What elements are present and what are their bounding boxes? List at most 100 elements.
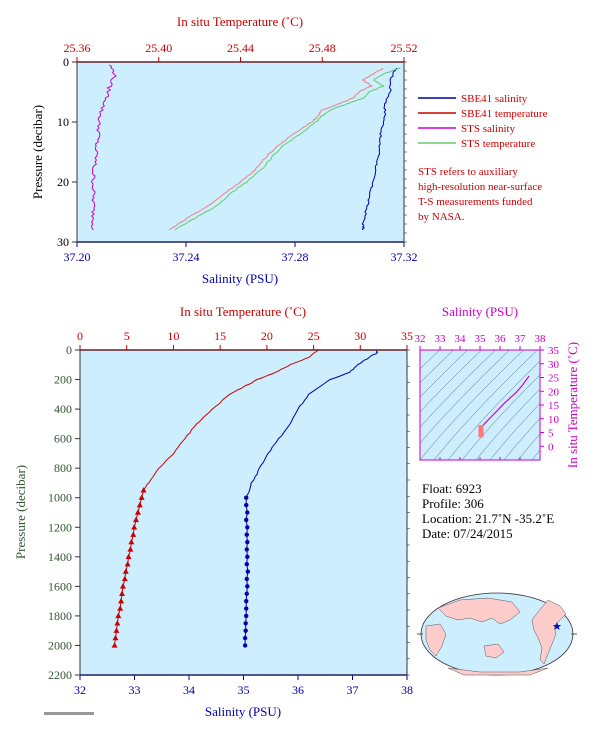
- ts-density-contour: [433, 350, 538, 460]
- main-top-tick-label: 25: [308, 329, 320, 343]
- main-left-tick-label: 2200: [48, 668, 72, 682]
- ts-density-contour: [503, 417, 540, 460]
- top-temperature-title: In situ Temperature (˚C): [177, 14, 303, 29]
- main-salinity-marker: [244, 517, 249, 523]
- legend-label-sbe41-temperature: SBE41 temperature: [461, 108, 548, 120]
- main-left-tick-label: 0: [66, 343, 72, 357]
- location: Location: 21.7˚N -35.2˚E: [422, 511, 554, 526]
- ts-plot-frame: [419, 349, 541, 461]
- main-bottom-tick-label: 36: [292, 683, 304, 697]
- top-top-tick-label: 25.48: [309, 41, 336, 55]
- top-bottom-tick-label: 37.32: [391, 250, 418, 264]
- main-temperature-marker: [130, 531, 137, 537]
- legend-label-sts-salinity: STS salinity: [461, 123, 516, 135]
- ts-salinity-tick-label: 32: [415, 333, 426, 345]
- top-legend: SBE41 salinity SBE41 temperature STS sal…: [418, 93, 548, 150]
- ts-deep-point: [478, 427, 484, 432]
- legend-label-sbe41-salinity: SBE41 salinity: [461, 93, 528, 105]
- main-temperature-marker: [113, 627, 120, 633]
- sts-note-line-2: high-resolution near-surface: [418, 181, 542, 193]
- main-temperature-marker: [140, 487, 147, 493]
- ts-density-contour: [420, 350, 496, 428]
- footer-mark: [44, 712, 94, 715]
- main-temperature-marker: [119, 583, 126, 589]
- top-top-tick-label: 25.40: [145, 41, 172, 55]
- main-temperature-title: In situ Temperature (˚C): [180, 304, 306, 319]
- top-top-tick-label: 25.52: [391, 41, 418, 55]
- ts-salinity-tick-label: 33: [435, 333, 447, 345]
- main-salinity-marker: [244, 606, 249, 611]
- ts-series-group: [478, 375, 530, 438]
- top-series-sbe41-salinity: [361, 67, 398, 231]
- main-temperature-marker: [138, 494, 145, 500]
- main-plot-frame: [79, 349, 408, 676]
- main-left-tick-label: 1800: [48, 609, 72, 623]
- main-temperature-marker: [122, 568, 129, 574]
- top-top-tick-label: 25.36: [64, 41, 91, 55]
- main-temperature-marker: [127, 546, 134, 552]
- ts-temperature-tick-label: 10: [548, 414, 560, 426]
- main-left-tick-label: 400: [54, 402, 72, 416]
- main-series-temperature-markers-line: [114, 490, 144, 646]
- ts-salinity-tick-label: 34: [455, 333, 467, 345]
- main-series-group: [111, 349, 379, 648]
- top-series-sbe41-temperature: [168, 67, 384, 231]
- main-pressure-title: Pressure (decibar): [13, 465, 28, 559]
- ts-density-contour: [517, 433, 540, 460]
- main-temperature-marker: [134, 509, 141, 515]
- top-temperature-axis: 25.36 25.40 25.44 25.48 25.52: [64, 41, 418, 63]
- main-bottom-tick-label: 35: [238, 683, 250, 697]
- map-land-americas: [531, 599, 567, 665]
- main-left-tick-label: 1400: [48, 550, 72, 564]
- main-left-tick-label: 600: [54, 432, 72, 446]
- main-temperature-marker: [118, 597, 125, 604]
- main-salinity-marker: [242, 643, 248, 648]
- ts-temperature-tick-label: 30: [548, 359, 560, 371]
- top-series-sts-salinity: [90, 64, 117, 231]
- ts-density-contour: [420, 350, 510, 444]
- ts-density-contour: [489, 403, 540, 460]
- main-temperature-marker: [115, 612, 122, 619]
- main-top-tick-label: 15: [214, 329, 226, 343]
- ts-deep-point: [478, 433, 484, 438]
- float-id: Float: 6923: [422, 481, 482, 496]
- ts-density-contours: [420, 350, 540, 460]
- ts-deep-point: [478, 430, 484, 435]
- top-left-tick-label: 10: [57, 115, 69, 129]
- main-series-salinity: [245, 349, 379, 498]
- main-salinity-marker: [244, 591, 249, 596]
- full-profile-panel: 0 5 10 15 20 25 30 35 32 33 34 35 36 37 38 0 200 400 600…: [13, 304, 413, 719]
- sts-note-line-3: T-S measurements funded: [418, 196, 533, 208]
- main-salinity-marker: [244, 495, 249, 500]
- main-top-tick-label: 10: [167, 329, 179, 343]
- main-top-tick-label: 0: [77, 329, 83, 343]
- main-temperature-marker: [125, 553, 132, 560]
- ts-salinity-tick-label: 37: [515, 333, 527, 345]
- world-location-map: ★: [417, 592, 577, 676]
- main-temperature-axis: 0 5 10 15 20 25 30 35: [77, 329, 413, 351]
- top-bottom-tick-label: 37.24: [173, 250, 200, 264]
- top-plot-area: [77, 62, 404, 242]
- ts-density-contour: [420, 350, 468, 398]
- main-salinity-marker: [245, 539, 250, 545]
- main-temperature-marker: [111, 642, 118, 648]
- map-land-australia: [483, 643, 505, 659]
- sts-note-line-4: by NASA.: [418, 211, 465, 223]
- main-temperature-marker: [121, 575, 128, 582]
- main-top-tick-label: 20: [261, 329, 273, 343]
- ts-density-contour: [420, 350, 440, 370]
- ts-density-contour: [461, 374, 540, 460]
- main-bottom-tick-label: 34: [183, 683, 195, 697]
- main-temperature-marker: [133, 516, 140, 523]
- ts-temperature-tick-label: 0: [548, 441, 554, 453]
- top-salinity-title: Salinity (PSU): [202, 271, 278, 286]
- ts-density-contour: [420, 350, 454, 384]
- main-top-tick-label: 5: [124, 329, 130, 343]
- top-top-tick-label: 25.44: [227, 41, 254, 55]
- main-top-tick-label: 30: [354, 329, 366, 343]
- main-left-tick-label: 1000: [48, 491, 72, 505]
- main-left-tick-label: 2000: [48, 638, 72, 652]
- main-salinity-marker: [242, 635, 248, 641]
- main-salinity-marker: [244, 547, 249, 552]
